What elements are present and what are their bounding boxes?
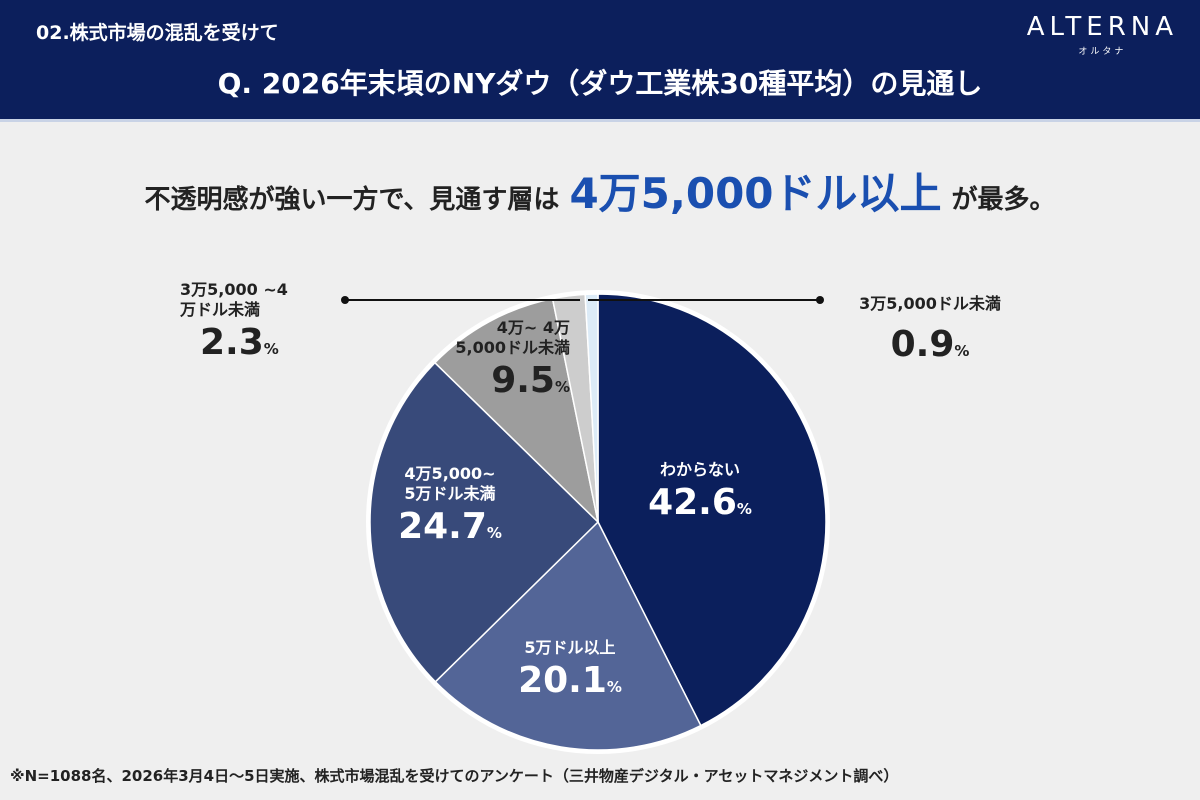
pie-slice-1	[434, 520, 702, 751]
label-5: 3万5,000ドル未満 0.9%	[859, 294, 1001, 365]
footnote: ※N=1088名、2026年3月4日〜5日実施、株式市場混乱を受けてのアンケート…	[10, 767, 899, 785]
header: 02.株式市場の混乱を受けて Q. 2026年末頃のNYダウ（ダウ工業株30種平…	[0, 0, 1200, 122]
question-title: Q. 2026年末頃のNYダウ（ダウ工業株30種平均）の見通し	[217, 67, 983, 100]
leader-dot-0	[341, 296, 349, 304]
logo: ALTERNA オルタナ	[1026, 12, 1178, 57]
label-4: 3万5,000 ~4万ドル未満 2.3%	[180, 280, 288, 363]
section-title: 02.株式市場の混乱を受けて	[36, 22, 279, 44]
headline-highlight: 4万5,000ドル以上	[569, 169, 942, 218]
headline: 不透明感が強い一方で、見通す層は 4万5,000ドル以上 が最多。	[144, 169, 1056, 218]
label-3: 4万~ 4万5,000ドル未満 9.5%	[455, 318, 570, 401]
label-2: 4万5,000~ 5万ドル未満 24.7%	[398, 464, 502, 547]
label-0: わからない 42.6%	[648, 460, 752, 523]
leader-dot-1	[816, 296, 824, 304]
label-1: 5万ドル以上 20.1%	[518, 638, 622, 701]
pie-slice-2	[369, 361, 600, 683]
pie-slice-0	[597, 293, 827, 727]
pie-slice-5	[584, 293, 599, 523]
